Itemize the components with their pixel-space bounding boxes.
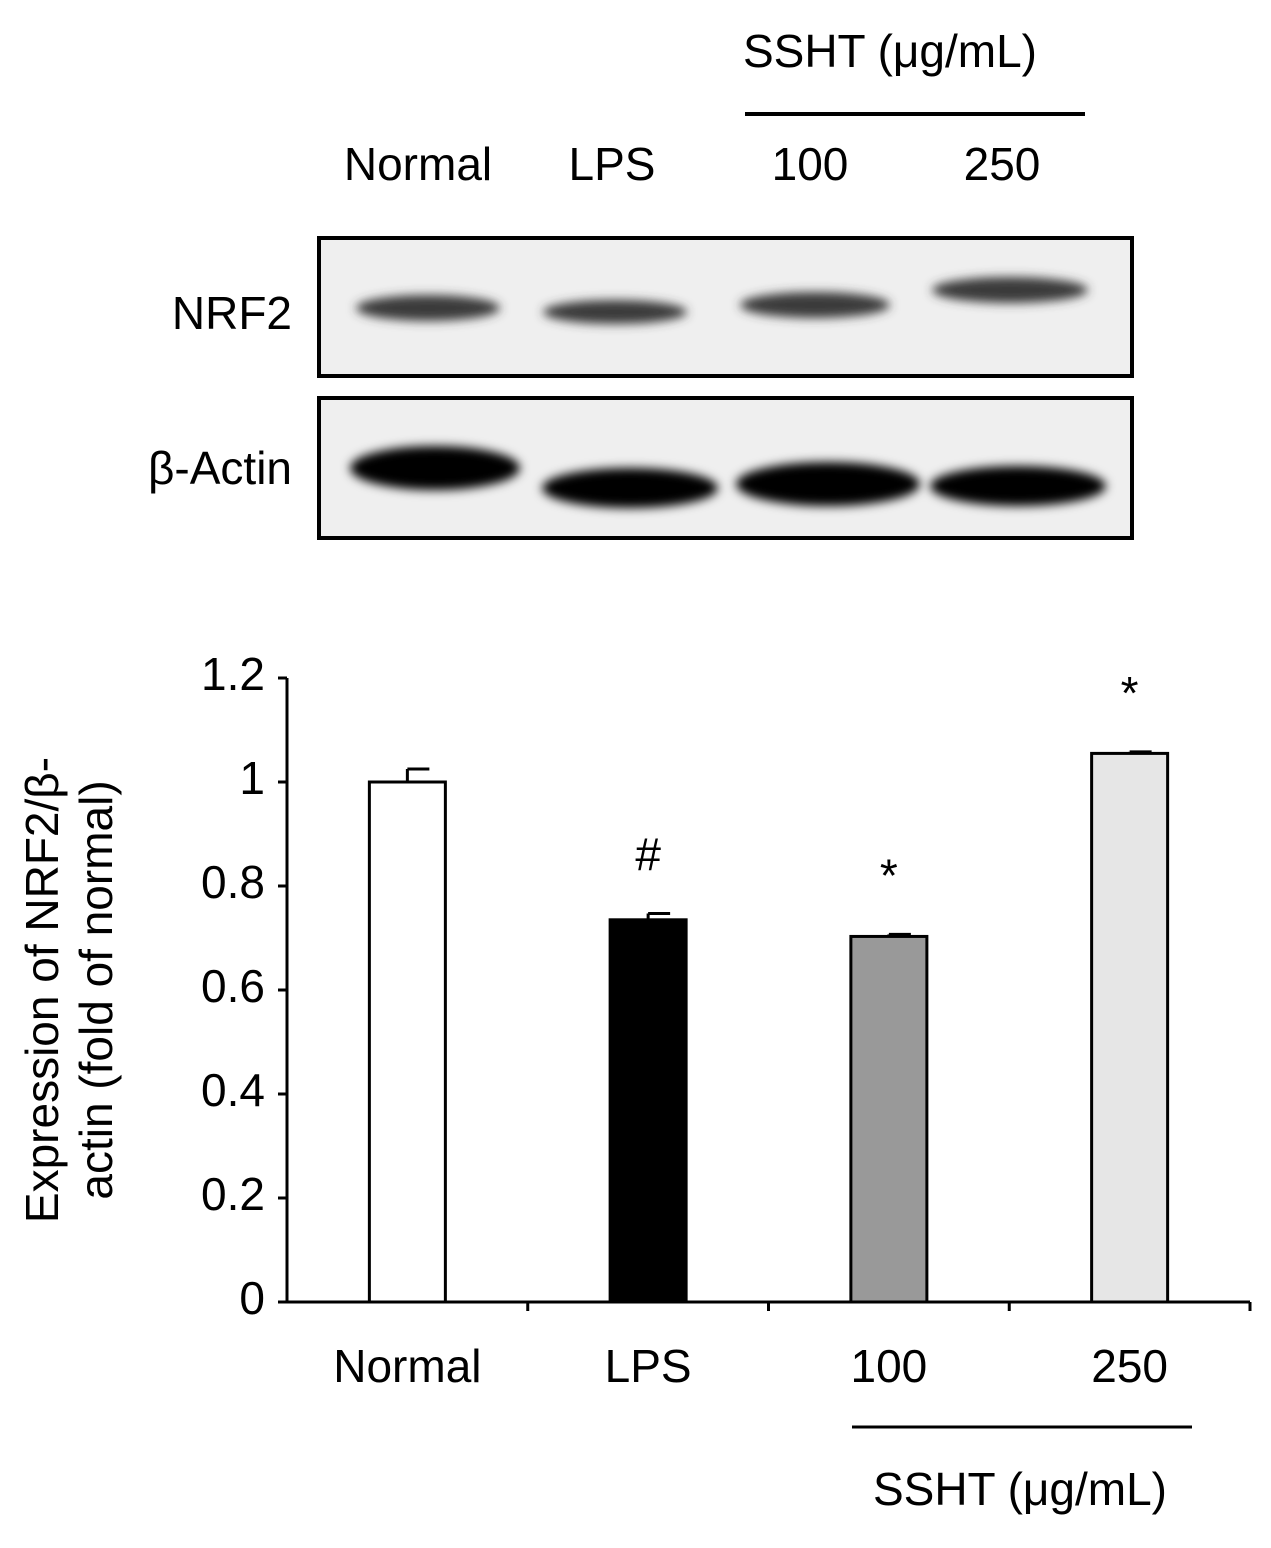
blot-group-label: SSHT (μg/mL) [743, 25, 1037, 77]
y-axis-label: actin (fold of normal) [70, 780, 122, 1199]
y-tick-label: 0.2 [201, 1168, 265, 1220]
bar [1090, 751, 1170, 1304]
bar [849, 934, 929, 1304]
lane-label: 100 [772, 138, 849, 190]
error-bar [646, 912, 671, 920]
actin-bands [350, 446, 1106, 508]
lane-label: LPS [569, 138, 656, 190]
x-tick-label: 100 [851, 1340, 928, 1392]
significance-mark: * [1121, 667, 1139, 719]
error-bar [1128, 750, 1152, 754]
error-bar [887, 932, 911, 937]
x-tick-label: Normal [333, 1340, 481, 1392]
y-tick-label: 0.8 [201, 856, 265, 908]
lane-label: 250 [964, 138, 1041, 190]
y-tick-label: 0.6 [201, 960, 265, 1012]
x-group-label: SSHT (μg/mL) [873, 1463, 1167, 1515]
y-tick-label: 1 [239, 752, 265, 804]
error-bar [405, 767, 430, 782]
nrf2-bands [356, 277, 1088, 324]
blot-panel [317, 236, 1134, 378]
significance-mark: # [635, 829, 661, 881]
significance-mark: * [880, 850, 898, 902]
lane-label: Normal [344, 138, 492, 190]
y-tick-label: 0.4 [201, 1064, 265, 1116]
y-axis-label: Expression of NRF2/β- [16, 757, 68, 1223]
bar [608, 918, 688, 1304]
y-tick-label: 0 [239, 1272, 265, 1324]
row-label: β-Actin [148, 442, 292, 494]
row-label: NRF2 [172, 287, 292, 339]
x-tick-label: 250 [1091, 1340, 1168, 1392]
x-tick-label: LPS [605, 1340, 692, 1392]
bar [367, 780, 447, 1304]
y-tick-label: 1.2 [201, 648, 265, 700]
